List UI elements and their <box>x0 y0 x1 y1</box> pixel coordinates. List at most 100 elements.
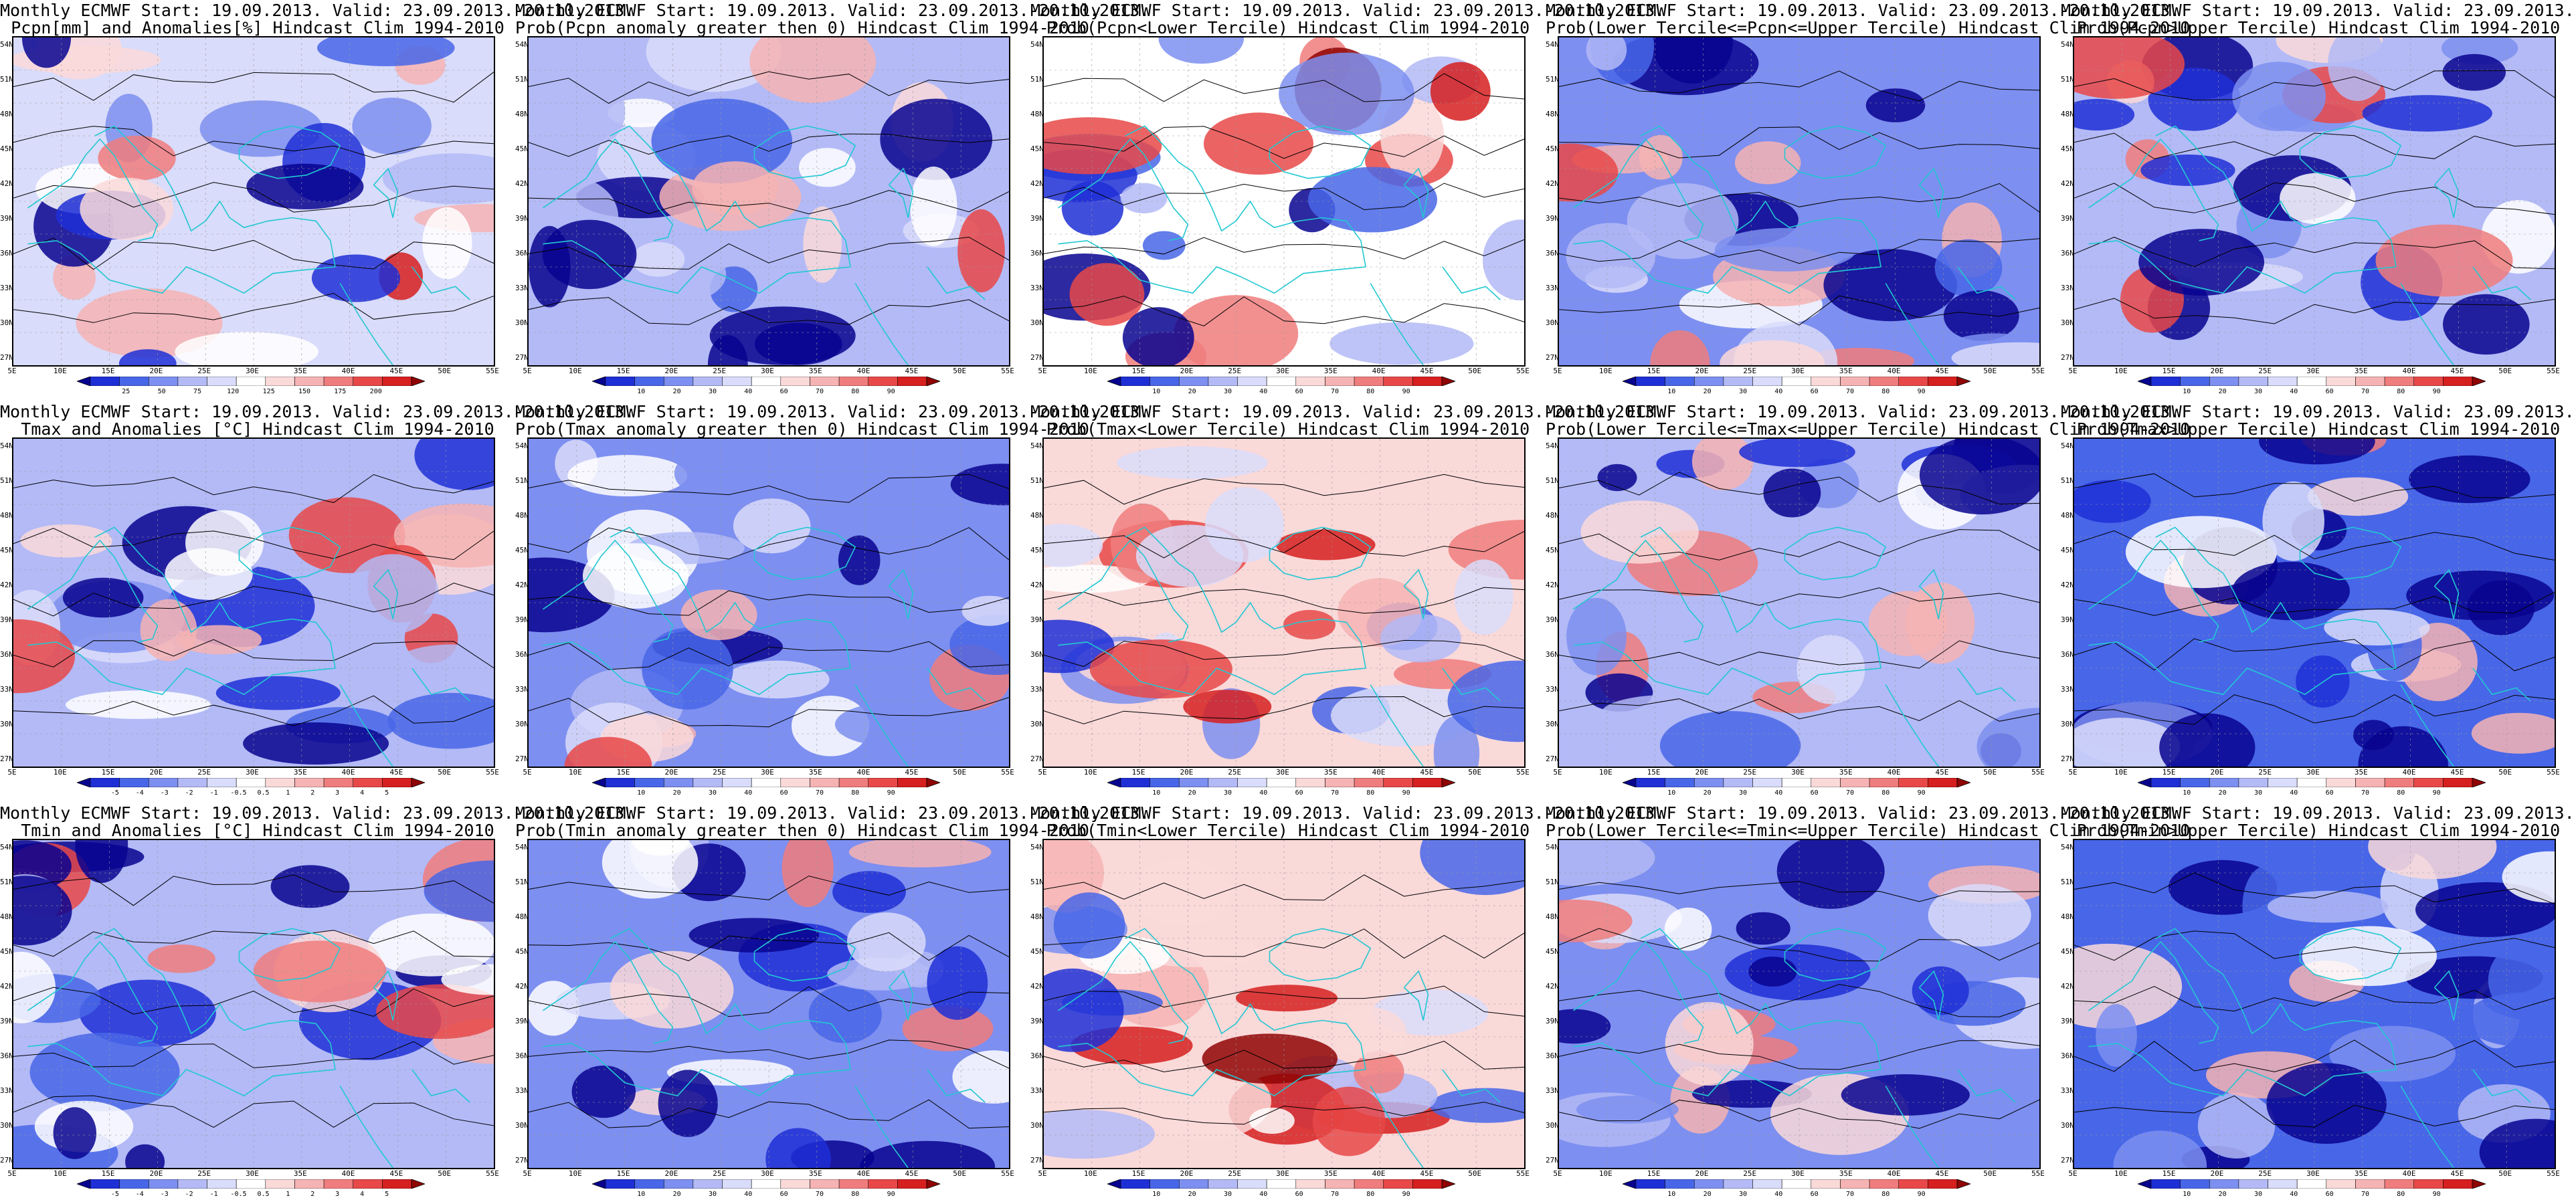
field-blob <box>53 256 96 300</box>
map-plot-area <box>12 36 495 367</box>
latitude-label: 36N <box>515 249 529 258</box>
longitude-label: 5E <box>1553 1169 1562 1178</box>
colorbar <box>77 778 425 787</box>
colorbar-segment <box>1179 1179 1209 1189</box>
colorbar-tick-label: 10 <box>1152 1191 1161 1198</box>
longitude-label: 5E <box>523 1169 532 1178</box>
field-blob <box>1482 219 1524 301</box>
coastline <box>2299 928 2402 982</box>
longitude-label: 15E <box>1647 768 1661 777</box>
colorbar-segment <box>119 377 149 386</box>
field-blob <box>2113 1130 2207 1168</box>
colorbar-tick-label: 60 <box>1295 388 1303 395</box>
contour-line <box>13 583 494 617</box>
field-blob <box>2197 1092 2276 1159</box>
colorbar-tick-label: 20 <box>1703 388 1712 395</box>
panel-title-line1: Monthly ECMWF Start: 19.09.2013. Valid: … <box>515 402 1150 421</box>
longitude-label: 55E <box>2031 1169 2045 1178</box>
colorbar-tick-label: 10 <box>1667 1191 1676 1198</box>
colorbar-segment <box>2384 377 2414 386</box>
longitude-label: 40E <box>1887 367 1901 375</box>
contour-line <box>1559 698 2039 722</box>
longitude-label: 10E <box>568 1169 582 1178</box>
longitude-label: 15E <box>616 367 630 375</box>
longitude-label: 10E <box>2114 367 2128 375</box>
longitude-label: 55E <box>1001 1169 1014 1178</box>
map-panel: Monthly ECMWF Start: 19.09.2013. Valid: … <box>2061 803 2576 1204</box>
colorbar-segment <box>149 377 179 386</box>
field-blob <box>808 985 882 1043</box>
longitude-label: 50E <box>2498 768 2512 777</box>
colorbar-segment <box>1325 377 1355 386</box>
map-field <box>13 840 494 1168</box>
contour-line <box>13 474 494 503</box>
longitude-label: 50E <box>2498 1169 2512 1178</box>
coastline <box>610 928 851 1070</box>
colorbar-segment <box>1412 778 1443 787</box>
coastline <box>927 266 986 300</box>
field-blob <box>1329 322 1474 365</box>
map-plot-area <box>527 36 1010 367</box>
longitude-label: 45E <box>2450 768 2464 777</box>
contour-line <box>1559 984 2039 1017</box>
colorbar-tick-label: 60 <box>1295 789 1303 797</box>
colorbar-end-left <box>2138 377 2152 386</box>
colorbar-tick-label: 40 <box>1259 1191 1268 1198</box>
map-panel: Monthly ECMWF Start: 19.09.2013. Valid: … <box>0 803 634 1204</box>
longitude-label: 35E <box>808 367 822 375</box>
colorbar-segment <box>2296 377 2327 386</box>
longitude-label: 10E <box>1083 367 1097 375</box>
longitude-label: 20E <box>1180 768 1194 777</box>
field-blob <box>414 439 494 490</box>
field-blob <box>1333 1007 1407 1060</box>
colorbar-tick-label: 80 <box>851 1191 860 1198</box>
colorbar-segment <box>323 1179 353 1189</box>
colorbar-tick-label: 80 <box>851 388 860 395</box>
coastline <box>543 138 674 241</box>
longitude-label: 40E <box>341 768 355 777</box>
contour-line <box>1044 237 1524 260</box>
field-blob <box>1117 446 1268 480</box>
field-blob <box>564 736 652 767</box>
field-blob <box>1468 278 1524 361</box>
longitude-label: 20E <box>1695 367 1709 375</box>
colorbar-segment <box>2384 778 2414 787</box>
colorbar-segment <box>1383 778 1413 787</box>
longitude-label: 30E <box>1791 367 1805 375</box>
longitude-label: 40E <box>2402 1169 2416 1178</box>
colorbar-segment <box>868 1179 898 1189</box>
colorbar-tick-label: 20 <box>1188 789 1196 797</box>
map-field <box>2074 37 2555 365</box>
field-blob <box>2074 480 2151 523</box>
coastline <box>1403 569 1429 619</box>
map-plot-area <box>2073 36 2556 367</box>
colorbar-tick-label: 20 <box>1188 388 1196 395</box>
colorbar-tick-label: 0.5 <box>257 789 270 797</box>
colorbar-tick-label: 20 <box>672 388 681 395</box>
field-blob <box>1720 340 1825 365</box>
colorbar-segment <box>838 778 868 787</box>
field-blob <box>632 241 685 277</box>
colorbar-tick-label: 150 <box>298 388 311 395</box>
contour-line <box>1044 587 1524 614</box>
colorbar-tick-label: 70 <box>2361 1191 2370 1198</box>
field-blob <box>246 163 364 209</box>
latitude-label: 51N <box>0 476 13 485</box>
latitude-label: 36N <box>0 650 13 659</box>
coastline <box>1125 526 1366 669</box>
colorbar-segment <box>2326 778 2356 787</box>
field-blob <box>2406 571 2555 621</box>
latitude-label: 27N <box>515 1156 529 1165</box>
colorbar-tick-label: 4 <box>360 789 365 797</box>
field-blob <box>1069 263 1145 326</box>
longitude-label: 20E <box>149 768 163 777</box>
colorbar-tick-label: 120 <box>227 388 240 395</box>
coastline <box>1573 1042 1881 1097</box>
latitude-label: 45N <box>1030 947 1044 956</box>
field-blob <box>270 865 350 908</box>
panel-title-line2: Tmin and Anomalies [°C] Hindcast Clim 19… <box>21 821 494 840</box>
field-blob <box>1559 1009 1611 1044</box>
colorbar-segment <box>1928 377 1958 386</box>
field-blob <box>1597 464 1637 492</box>
colorbar-segment <box>2268 1179 2298 1189</box>
